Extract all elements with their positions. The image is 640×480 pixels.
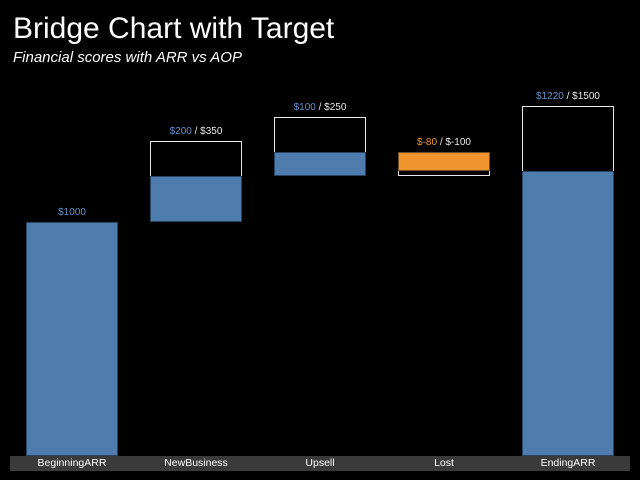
chart-subtitle: Financial scores with ARR vs AOP [13, 49, 242, 66]
value-label-NewBusiness: $200 / $350 [134, 125, 258, 138]
chart-plot-area: BeginningARR NewBusiness Upsell Lost EndingA… [10, 85, 630, 471]
target-value: / $-100 [437, 137, 471, 149]
value-label-Lost: $-80 / $-100 [382, 136, 506, 149]
actual-value: $200 [169, 125, 192, 137]
actual-value: $-80 [417, 137, 438, 149]
x-axis-band: BeginningARR NewBusiness Upsell Lost EndingA… [10, 456, 630, 471]
bar-NewBusiness [150, 175, 242, 223]
actual-value: $100 [293, 102, 316, 114]
bar-EndingARR [522, 170, 614, 456]
chart-title: Bridge Chart with Target [13, 12, 335, 45]
bar-Upsell [274, 152, 366, 176]
bar-BeginningARR [26, 222, 118, 456]
x-axis-label-Lost: Lost [434, 457, 454, 469]
x-axis-label-BeginningARR: BeginningARR [37, 457, 107, 469]
x-axis-label-NewBusiness: NewBusiness [164, 457, 228, 469]
actual-value: $1000 [58, 207, 86, 219]
target-value: / $350 [191, 125, 223, 137]
value-label-BeginningARR: $1000 [10, 206, 134, 219]
target-value: / $1500 [563, 90, 600, 102]
value-label-EndingARR: $1220 / $1500 [506, 90, 630, 103]
x-axis-label-Upsell: Upsell [305, 457, 335, 469]
bar-Lost [398, 152, 490, 171]
x-axis-label-EndingARR: EndingARR [540, 457, 596, 469]
actual-value: $1220 [536, 90, 564, 102]
value-label-Upsell: $100 / $250 [258, 101, 382, 114]
target-value: / $250 [315, 102, 347, 114]
